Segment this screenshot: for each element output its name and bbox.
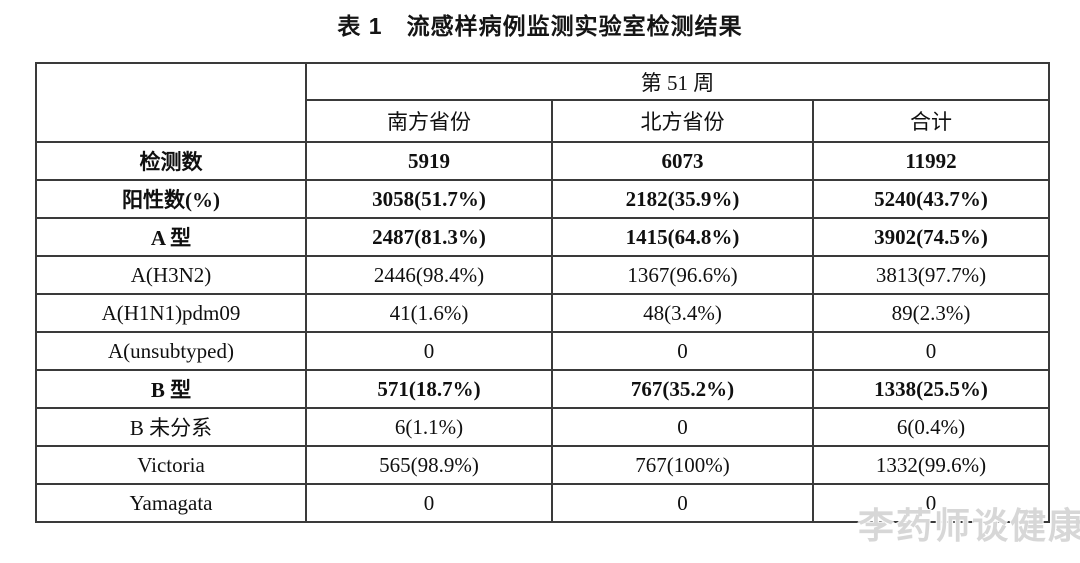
- table-row: Victoria 565(98.9%) 767(100%) 1332(99.6%…: [35, 445, 1051, 485]
- cell-value: 1332(99.6%): [811, 445, 1051, 485]
- cell-value: 565(98.9%): [305, 445, 553, 485]
- cell-value: 0: [811, 331, 1051, 371]
- cell-value: 1415(64.8%): [551, 217, 814, 257]
- results-table: 第 51 周 南方省份 北方省份 合计 检测数 5919 6073 11992 …: [35, 62, 1051, 523]
- cell-value: 41(1.6%): [305, 293, 553, 333]
- cell-value: 6(1.1%): [305, 407, 553, 447]
- cell-value: 0: [305, 331, 553, 371]
- cell-value: 48(3.4%): [551, 293, 814, 333]
- week-header: 第 51 周: [304, 62, 1051, 101]
- row-label: B 未分系: [35, 407, 307, 447]
- cell-value: 3058(51.7%): [305, 179, 553, 219]
- cell-value: 767(35.2%): [551, 369, 814, 409]
- row-label: A(unsubtyped): [35, 331, 307, 371]
- row-label: A(H3N2): [35, 255, 307, 295]
- table-row: B 未分系 6(1.1%) 0 6(0.4%): [35, 407, 1051, 447]
- cell-value: 3813(97.7%): [811, 255, 1051, 295]
- row-label: A(H1N1)pdm09: [35, 293, 307, 333]
- header-columns-row: 南方省份 北方省份 合计: [36, 99, 1051, 143]
- row-label: Yamagata: [35, 483, 307, 523]
- table-row: A(H3N2) 2446(98.4%) 1367(96.6%) 3813(97.…: [35, 255, 1051, 295]
- cell-value: 1367(96.6%): [551, 255, 814, 295]
- cell-value: 1338(25.5%): [811, 369, 1051, 409]
- column-header-south: 南方省份: [305, 99, 553, 143]
- cell-value: 2487(81.3%): [305, 217, 553, 257]
- cell-value: 5919: [305, 141, 553, 181]
- row-label: Victoria: [35, 445, 307, 485]
- column-header-total: 合计: [811, 99, 1051, 143]
- cell-value: 0: [551, 331, 814, 371]
- row-label: 阳性数(%): [35, 179, 307, 219]
- table-row: A(H1N1)pdm09 41(1.6%) 48(3.4%) 89(2.3%): [35, 293, 1051, 333]
- table-row: A 型 2487(81.3%) 1415(64.8%) 3902(74.5%): [35, 217, 1051, 257]
- table-row: B 型 571(18.7%) 767(35.2%) 1338(25.5%): [35, 369, 1051, 409]
- cell-value: 0: [551, 407, 814, 447]
- row-label: A 型: [35, 217, 307, 257]
- cell-value: 0: [811, 483, 1051, 523]
- cell-value: 571(18.7%): [305, 369, 553, 409]
- cell-value: 5240(43.7%): [811, 179, 1051, 219]
- table-row: 阳性数(%) 3058(51.7%) 2182(35.9%) 5240(43.7…: [35, 179, 1051, 219]
- table-row: 检测数 5919 6073 11992: [35, 141, 1051, 181]
- corner-cell: [35, 62, 307, 143]
- cell-value: 767(100%): [551, 445, 814, 485]
- cell-value: 6073: [551, 141, 814, 181]
- row-label: 检测数: [35, 141, 307, 181]
- cell-value: 11992: [811, 141, 1051, 181]
- cell-value: 2446(98.4%): [305, 255, 553, 295]
- cell-value: 89(2.3%): [811, 293, 1051, 333]
- column-header-north: 北方省份: [551, 99, 814, 143]
- table-row: Yamagata 0 0 0: [35, 483, 1051, 523]
- cell-value: 2182(35.9%): [551, 179, 814, 219]
- cell-value: 0: [551, 483, 814, 523]
- cell-value: 3902(74.5%): [811, 217, 1051, 257]
- table-title: 表 1 流感样病例监测实验室检测结果: [337, 13, 743, 39]
- cell-value: 0: [305, 483, 553, 523]
- table-row: A(unsubtyped) 0 0 0: [35, 331, 1051, 371]
- header-week-row: 第 51 周: [35, 62, 1051, 143]
- row-label: B 型: [35, 369, 307, 409]
- cell-value: 6(0.4%): [811, 407, 1051, 447]
